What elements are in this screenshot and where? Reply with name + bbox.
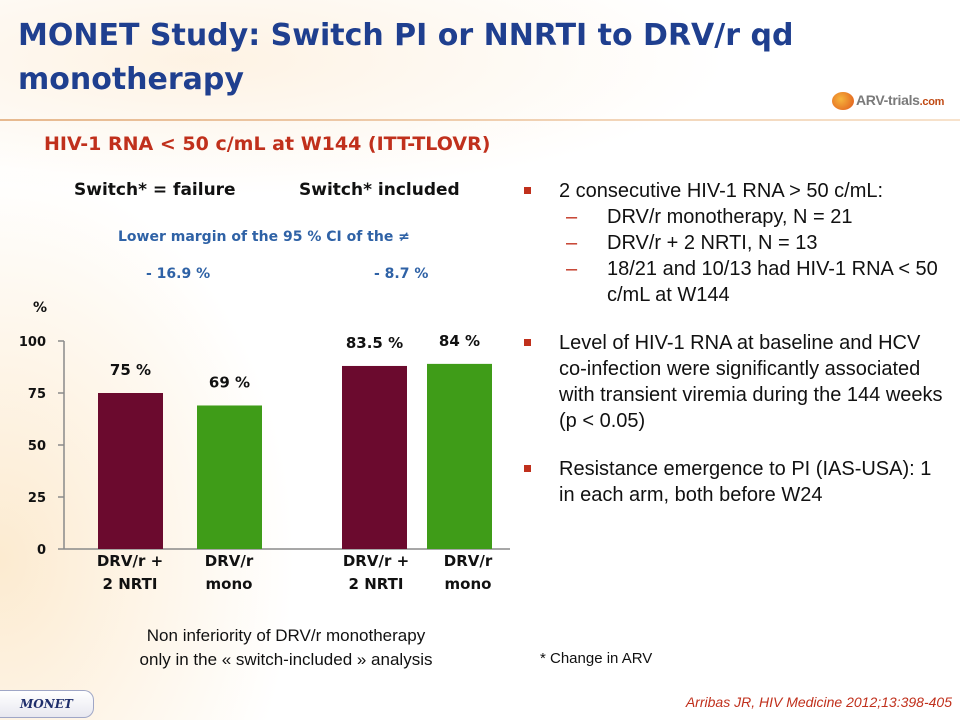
- bar-value-label: 75 %: [110, 361, 151, 379]
- y-tick-label: 50: [28, 439, 46, 454]
- analysis-header-switch-failure: Switch* = failure: [74, 180, 236, 200]
- y-axis-label: %: [33, 300, 47, 316]
- bar-value-label: 84 %: [439, 332, 480, 350]
- footnote: * Change in ARV: [540, 650, 653, 667]
- bar-value-label: 83.5 %: [346, 334, 403, 352]
- bullet-square-icon: [524, 339, 531, 346]
- bar: [342, 365, 407, 549]
- bar-chart: % 0 25 50 75 100 75 % 69 % 83.5 % 84 %: [19, 300, 510, 558]
- finding-sub-list: – DRV/r monotherapy, N = 21 – DRV/r + 2 NR…: [559, 204, 947, 308]
- citation: Arribas JR, HIV Medicine 2012;13:398-405: [685, 694, 952, 710]
- bar: [427, 363, 492, 549]
- bar: [98, 393, 163, 549]
- dash-icon: –: [566, 206, 578, 228]
- finding-resistance: Resistance emergence to PI (IAS-USA): 1 …: [522, 456, 947, 508]
- y-tick-label: 100: [19, 335, 46, 350]
- ci-value-switch-included: - 8.7 %: [374, 266, 429, 282]
- sub-finding: – DRV/r monotherapy, N = 21: [566, 206, 853, 228]
- ci-margin-label: Lower margin of the 95 % CI of the ≠: [118, 229, 410, 245]
- sub-finding: –18/21 and 10/13 had HIV-1 RNA < 50 c/mL…: [566, 258, 938, 306]
- ci-value-switch-failure: - 16.9 %: [146, 266, 211, 282]
- category-label-mono-failure: DRV/r mono: [204, 552, 254, 593]
- bullet-square-icon: [524, 465, 531, 472]
- bar-value-label: 69 %: [209, 373, 250, 391]
- chart-subtitle: HIV-1 RNA < 50 c/mL at W144 (ITT-TLOVR): [44, 133, 491, 155]
- sub-finding: – DRV/r + 2 NRTI, N = 13: [566, 232, 818, 254]
- findings-list: 2 consecutive HIV-1 RNA > 50 c/mL: – DRV/…: [522, 178, 947, 530]
- category-label-mono-included: DRV/r mono: [443, 552, 493, 593]
- brand-logo-text: ARV-trials.com: [856, 92, 945, 108]
- y-tick-label: 75: [28, 387, 46, 402]
- title-divider: [0, 119, 960, 121]
- brand-logo-icon: [832, 92, 854, 110]
- finding-consecutive-rna: 2 consecutive HIV-1 RNA > 50 c/mL: – DRV/…: [522, 178, 947, 308]
- brand-logo: ARV-trials.com: [832, 88, 960, 114]
- y-tick-label: 0: [37, 543, 46, 558]
- category-label-combo-failure: DRV/r +2 NRTI: [96, 552, 164, 593]
- y-tick-label: 25: [28, 491, 46, 506]
- bullet-square-icon: [524, 187, 531, 194]
- study-tab[interactable]: MONET: [0, 690, 94, 718]
- category-label-combo-included: DRV/r +2 NRTI: [342, 552, 410, 593]
- dash-icon: –: [566, 258, 578, 280]
- non-inferiority-note: Non inferiority of DRV/r monotherapy onl…: [139, 626, 433, 669]
- dash-icon: –: [566, 232, 578, 254]
- slide-title: MONET Study: Switch PI or NNRTI to DRV/r…: [18, 18, 794, 97]
- analysis-header-switch-included: Switch* included: [299, 180, 460, 200]
- bar: [197, 405, 262, 549]
- finding-baseline-hcv: Level of HIV-1 RNA at baseline and HCV c…: [522, 330, 947, 434]
